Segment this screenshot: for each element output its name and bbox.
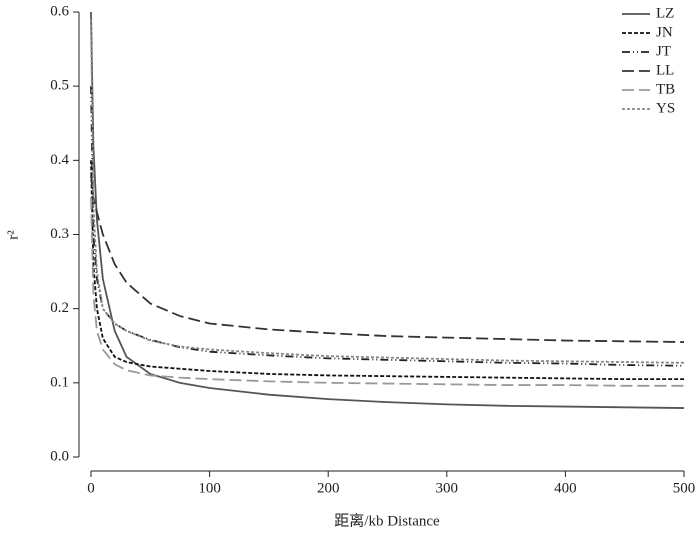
x-tick-label: 300 <box>436 480 459 496</box>
legend-label: TB <box>656 81 675 97</box>
y-tick-label: 0.6 <box>50 3 69 19</box>
legend-label: JT <box>656 43 671 59</box>
x-axis-label: 距离/kb Distance <box>334 512 440 529</box>
x-tick-label: 500 <box>673 480 696 496</box>
y-tick-label: 0.0 <box>50 448 69 464</box>
series-line <box>90 11 685 409</box>
x-tick-label: 200 <box>317 480 340 496</box>
x-tick-label: 100 <box>198 480 221 496</box>
x-tick-label: 0 <box>87 480 95 496</box>
y-axis-label: r² <box>5 230 21 240</box>
legend-label: LZ <box>656 5 674 21</box>
series-line <box>90 86 685 367</box>
series-line <box>90 19 685 364</box>
y-tick-label: 0.4 <box>50 152 69 168</box>
series-line <box>90 175 685 343</box>
y-tick-label: 0.3 <box>50 226 69 242</box>
legend-label: YS <box>656 100 675 116</box>
y-tick-label: 0.5 <box>50 78 69 94</box>
y-tick-label: 0.1 <box>50 374 69 390</box>
series-line <box>90 197 684 387</box>
legend-label: LL <box>656 62 674 78</box>
y-tick-label: 0.2 <box>50 300 69 316</box>
legend-label: JN <box>656 24 673 40</box>
series-line <box>90 160 684 381</box>
x-tick-label: 400 <box>554 480 577 496</box>
